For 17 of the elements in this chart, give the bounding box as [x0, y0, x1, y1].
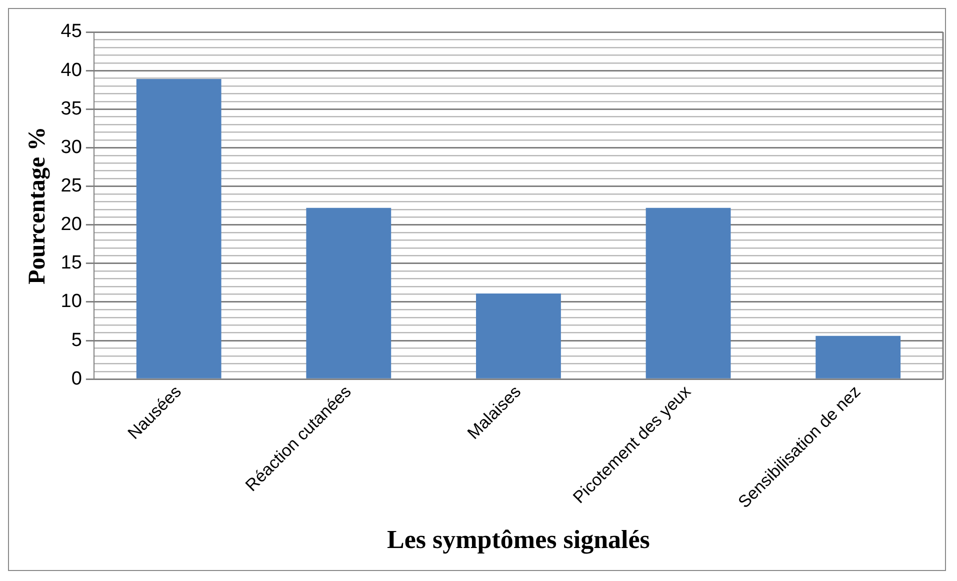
bar — [646, 208, 731, 378]
bar — [476, 293, 561, 378]
y-tick-label: 25 — [60, 176, 82, 196]
y-tick-label: 45 — [60, 21, 82, 42]
y-tick-label: 40 — [60, 60, 82, 81]
y-tick-label: 15 — [60, 252, 82, 274]
bar — [306, 208, 392, 378]
y-tick-label: 30 — [60, 136, 82, 158]
y-tick-label: 5 — [71, 330, 82, 351]
bar — [816, 336, 901, 378]
y-tick-label: 20 — [60, 214, 82, 236]
y-tick-label: 10 — [60, 291, 82, 312]
bar — [136, 79, 222, 378]
y-axis-title: Pourcentage % — [24, 126, 51, 284]
y-tick-label: 35 — [60, 98, 82, 120]
x-axis-title: Les symptômes signalés — [387, 525, 650, 554]
y-tick-label: 0 — [71, 368, 82, 390]
